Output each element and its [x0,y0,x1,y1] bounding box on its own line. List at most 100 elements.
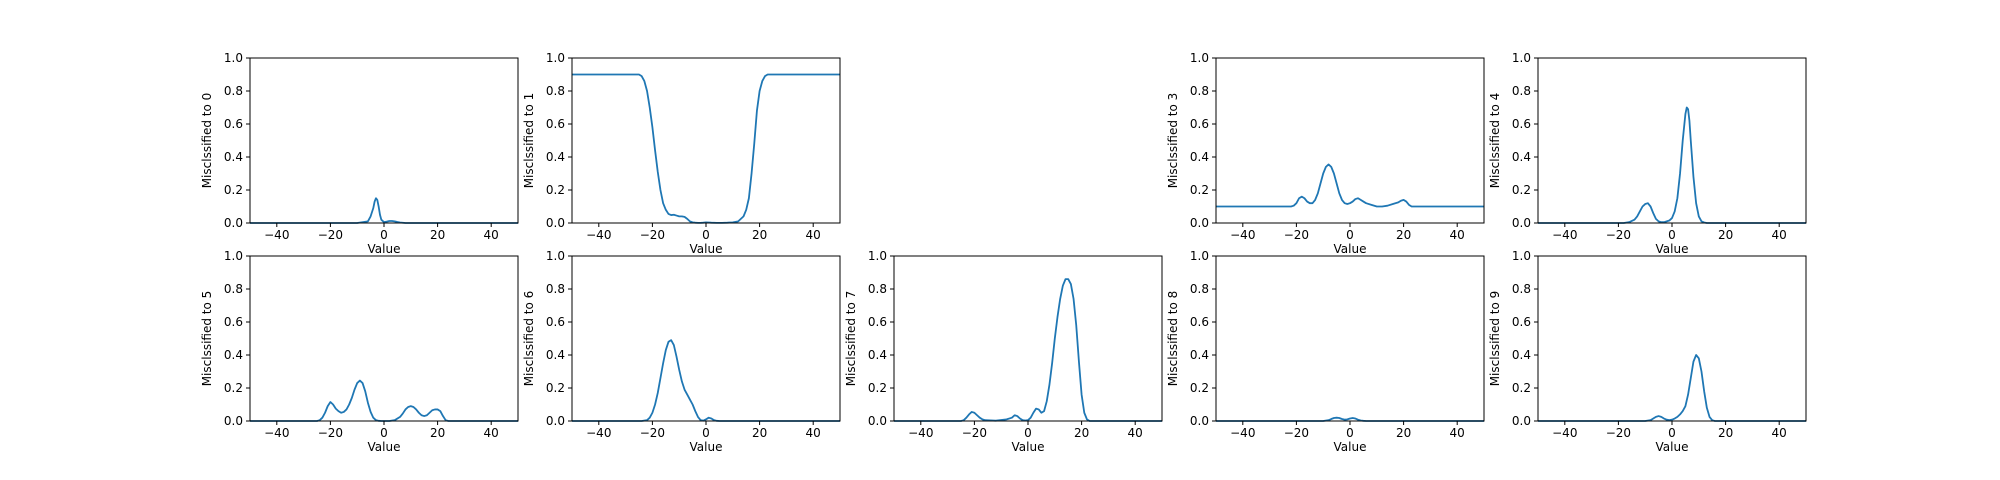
x-tick-label: −40 [1230,426,1255,440]
y-tick-label: 0.6 [546,117,565,131]
x-axis-label: Value [690,440,723,454]
x-tick-label: −40 [264,426,289,440]
y-tick-label: 0.4 [1190,348,1209,362]
x-tick-label: 20 [752,426,767,440]
y-tick-label: 0.4 [1190,150,1209,164]
axes-frame [1537,255,1807,422]
y-tick-label: 0.2 [1512,381,1531,395]
x-tick-label: −20 [1284,426,1309,440]
x-tick-label: 20 [1718,228,1733,242]
y-tick-label: 0.0 [546,414,565,428]
y-tick-label: 0.2 [868,381,887,395]
x-axis-label: Value [368,440,401,454]
axes-frame [1215,57,1485,224]
y-tick-label: 0.8 [1512,282,1531,296]
x-tick-label: −40 [1552,426,1577,440]
subplot-9: −40 −20 0 20 40 0.0 0.2 0.4 0.6 0.8 1.0 Value Miscls… [1488,249,1807,454]
subplot-4: −40 −20 0 20 40 0.0 0.2 0.4 0.6 0.8 1.0 Value Miscls… [1488,51,1807,256]
y-axis-label: Misclssified to 1 [522,93,536,189]
x-tick-label: −20 [1284,228,1309,242]
subplot-8: −40 −20 0 20 40 0.0 0.2 0.4 0.6 0.8 1.0 Value Miscls… [1166,249,1485,454]
series-line [1538,354,1806,422]
x-axis-label: Value [1656,440,1689,454]
y-axis-label: Misclssified to 7 [844,291,858,387]
y-tick-label: 0.4 [546,150,565,164]
x-axis-label: Value [368,242,401,256]
y-tick-label: 0.8 [224,84,243,98]
y-tick-label: 1.0 [1512,51,1531,65]
x-tick-label: 20 [1074,426,1089,440]
x-tick-label: 20 [752,228,767,242]
series-line [1216,163,1484,208]
y-axis-label: Misclssified to 0 [200,93,214,189]
axes-frame [571,255,841,422]
y-axis-label: Misclssified to 9 [1488,291,1502,387]
y-tick-label: 0.4 [224,150,243,164]
x-tick-label: 40 [806,426,821,440]
series-line [572,339,840,422]
y-axis-label: Misclssified to 4 [1488,93,1502,189]
y-tick-label: 0.6 [1190,315,1209,329]
x-axis-label: Value [1334,440,1367,454]
x-tick-label: 0 [1668,426,1676,440]
axes-frame [249,255,519,422]
y-tick-label: 1.0 [1190,51,1209,65]
x-tick-label: 0 [1346,228,1354,242]
x-tick-label: −20 [318,426,343,440]
y-tick-label: 0.8 [1190,84,1209,98]
y-tick-label: 0.6 [224,117,243,131]
axes-frame [1215,255,1485,422]
subplot-5: −40 −20 0 20 40 0.0 0.2 0.4 0.6 0.8 1.0 Value Miscls… [200,249,519,454]
y-tick-label: 0.8 [868,282,887,296]
y-tick-label: 1.0 [868,249,887,263]
y-tick-label: 1.0 [224,51,243,65]
y-tick-label: 0.8 [1512,84,1531,98]
x-tick-label: 0 [1346,426,1354,440]
y-tick-label: 0.0 [1190,414,1209,428]
y-tick-label: 0.0 [868,414,887,428]
x-tick-label: −40 [264,228,289,242]
x-tick-label: −20 [962,426,987,440]
y-tick-label: 0.6 [868,315,887,329]
y-tick-label: 0.6 [1190,117,1209,131]
series-line [572,73,840,224]
y-tick-label: 0.0 [224,216,243,230]
y-tick-label: 0.4 [868,348,887,362]
x-tick-label: −40 [1552,228,1577,242]
axes-frame [893,255,1163,422]
x-tick-label: −20 [1606,426,1631,440]
y-tick-label: 0.8 [224,282,243,296]
x-axis-label: Value [1334,242,1367,256]
x-tick-label: 0 [1024,426,1032,440]
y-axis-label: Misclssified to 6 [522,291,536,387]
y-tick-label: 0.2 [224,381,243,395]
y-tick-label: 0.8 [546,282,565,296]
x-axis-label: Value [690,242,723,256]
x-tick-label: 0 [702,228,710,242]
series-line [250,197,518,224]
x-tick-label: −40 [1230,228,1255,242]
y-tick-label: 0.4 [1512,150,1531,164]
axes-frame [1537,57,1807,224]
x-tick-label: 40 [1450,228,1465,242]
subplot-3: −40 −20 0 20 40 0.0 0.2 0.4 0.6 0.8 1.0 Value Miscls… [1166,51,1485,256]
x-tick-label: 40 [1128,426,1143,440]
x-tick-label: −40 [908,426,933,440]
subplot-6: −40 −20 0 20 40 0.0 0.2 0.4 0.6 0.8 1.0 Value Miscls… [522,249,841,454]
x-tick-label: −20 [1606,228,1631,242]
x-tick-label: 0 [380,426,388,440]
subplot-1: −40 −20 0 20 40 0.0 0.2 0.4 0.6 0.8 1.0 Value Miscls… [522,51,841,256]
x-tick-label: 20 [1718,426,1733,440]
x-tick-label: 0 [702,426,710,440]
series-line [1538,106,1806,224]
y-tick-label: 1.0 [546,249,565,263]
x-tick-label: 20 [1396,228,1411,242]
x-tick-label: 40 [1772,426,1787,440]
x-tick-label: 40 [484,228,499,242]
x-tick-label: 20 [430,426,445,440]
y-tick-label: 0.0 [1512,216,1531,230]
x-tick-label: 40 [806,228,821,242]
series-line [250,379,518,422]
x-tick-label: −40 [586,426,611,440]
